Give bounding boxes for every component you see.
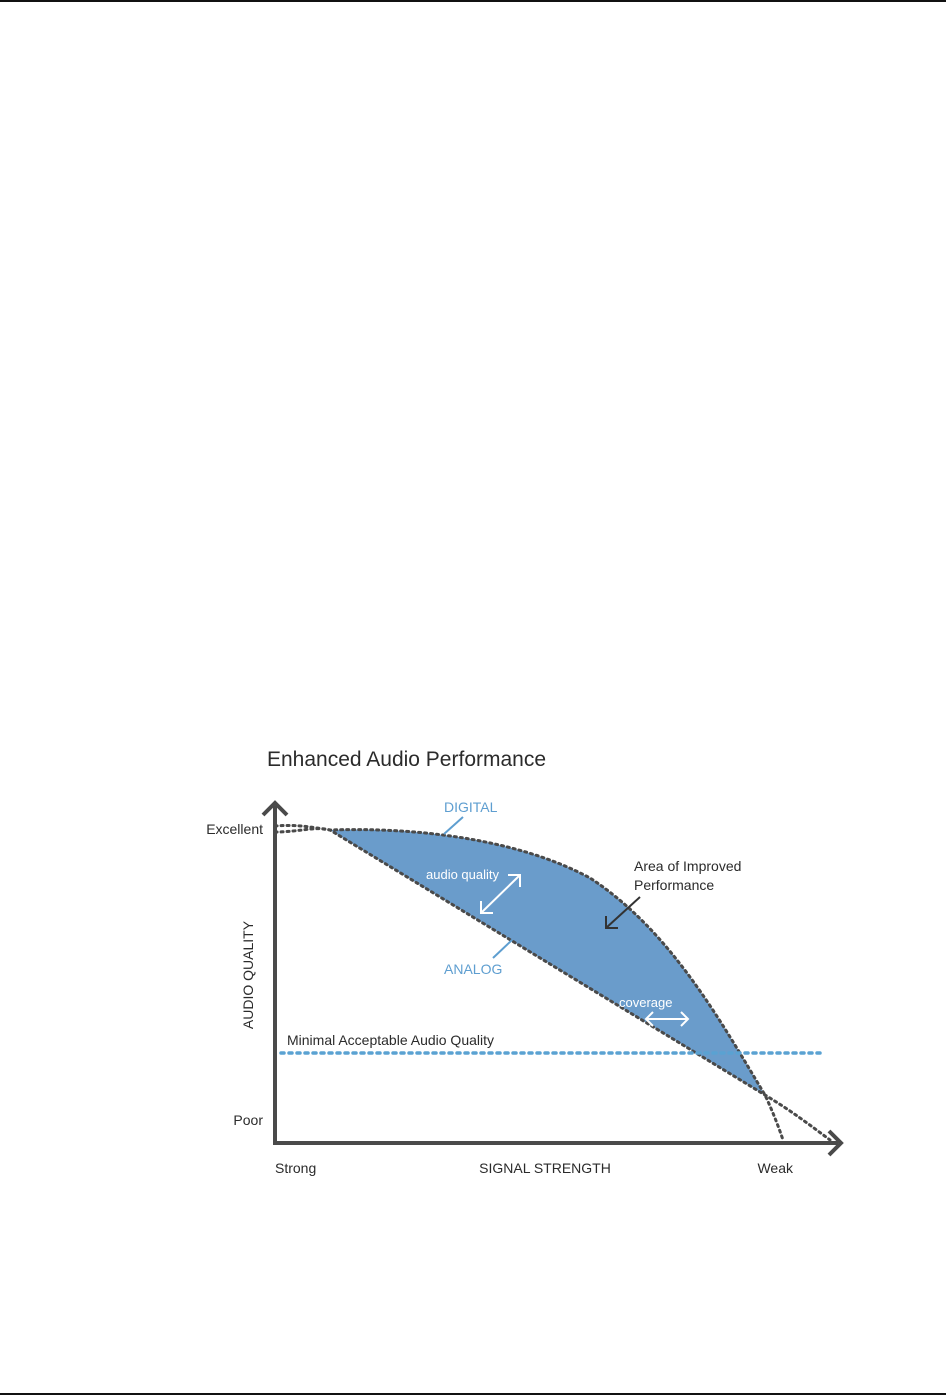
top-rule <box>0 0 946 2</box>
y-axis-label: AUDIO QUALITY <box>240 920 256 1029</box>
analog-leader <box>492 939 513 959</box>
coverage-arrow-icon <box>644 1011 690 1027</box>
bottom-rule <box>0 1393 946 1395</box>
x-axis-arrowhead <box>827 1129 844 1157</box>
audio-quality-arrow-icon <box>480 874 521 914</box>
area-label-line2: Performance <box>634 877 714 893</box>
analog-label: ANALOG <box>444 961 502 977</box>
digital-label: DIGITAL <box>444 799 498 815</box>
coverage-label: coverage <box>619 995 672 1010</box>
analog-curve <box>273 827 832 1142</box>
audio-quality-label: audio quality <box>426 867 499 882</box>
area-pointer-arrow-icon <box>605 896 641 929</box>
figure-title: Enhanced Audio Performance <box>267 748 547 771</box>
area-label-line1: Area of Improved <box>634 858 741 874</box>
y-axis-arrowhead <box>261 800 289 817</box>
y-top-label: Excellent <box>206 821 263 837</box>
y-bottom-label: Poor <box>233 1112 263 1128</box>
digital-leader <box>443 816 464 835</box>
x-axis-label: SIGNAL STRENGTH <box>479 1160 611 1176</box>
threshold-label: Minimal Acceptable Audio Quality <box>287 1032 494 1048</box>
x-right-label: Weak <box>757 1160 794 1176</box>
x-left-label: Strong <box>275 1160 316 1176</box>
